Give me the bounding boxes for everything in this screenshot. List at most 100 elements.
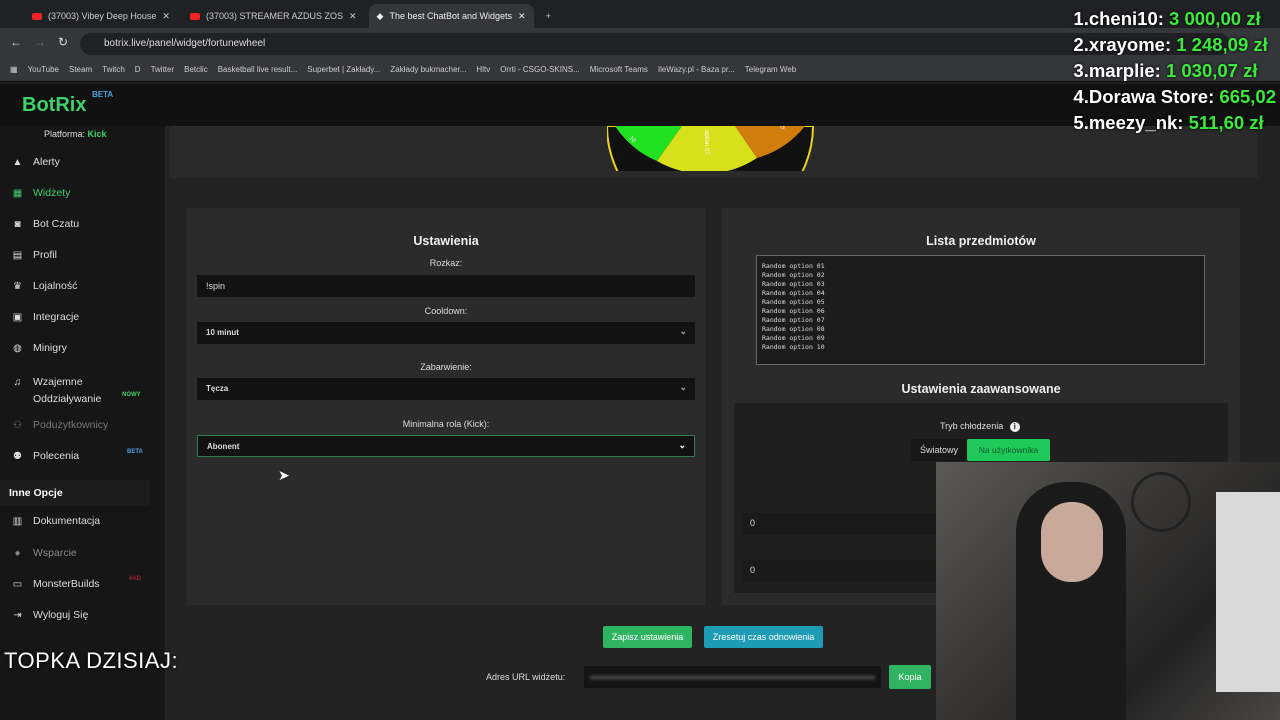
tab-label: The best ChatBot and Widgets [389, 11, 513, 21]
save-button[interactable]: Zapisz ustawienia [603, 626, 692, 648]
items-title: Lista przedmiotów [926, 234, 1036, 248]
wheel-segment [735, 126, 805, 158]
bookmark[interactable]: IleWazy.pl - Baza pr... [657, 65, 735, 74]
sidebar-item-label: Alerty [33, 156, 60, 168]
sidebar-item-wzajemne[interactable]: ♫ Wzajemne Oddziaływanie [12, 374, 113, 408]
command-input[interactable]: !spin [197, 275, 695, 297]
bookmark[interactable]: Twitter [150, 65, 175, 74]
wheel-label: 04 [780, 126, 789, 131]
new-tab-button[interactable]: + [545, 11, 551, 21]
youtube-icon [189, 12, 200, 20]
widget-url-field[interactable] [584, 666, 881, 688]
role-value: Abonent [207, 442, 240, 451]
back-icon[interactable]: ← [10, 35, 22, 49]
bookmark[interactable]: Microsoft Teams [589, 65, 648, 74]
cooldown-select[interactable]: 10 minut ⌄ [197, 322, 695, 344]
color-select[interactable]: Tęcza ⌄ [197, 378, 695, 400]
close-icon[interactable]: ✕ [349, 10, 357, 21]
copy-button[interactable]: Kopia [889, 665, 931, 689]
bookmark[interactable]: D [134, 65, 141, 74]
chevron-down-icon: ⌄ [679, 382, 687, 392]
close-icon[interactable]: ✕ [162, 10, 170, 21]
forward-icon[interactable]: → [34, 35, 46, 49]
leaderboard-row: 3.marplie: 1 030,07 zł [1073, 60, 1258, 81]
sidebar-item-polecenia[interactable]: ⚉ Polecenia [12, 450, 79, 462]
widget-url-label: Adres URL widżetu: [486, 672, 566, 682]
cooldown-value-input-1[interactable]: 0 [742, 513, 992, 535]
music-icon: ♫ [13, 377, 22, 388]
sidebar-item-lojalnosc[interactable]: ♛ Lojalność [12, 280, 77, 292]
book-icon: ▥ [12, 515, 23, 527]
sidebar-item-integracje[interactable]: ▣ Integracje [12, 311, 79, 323]
close-icon[interactable]: ✕ [518, 10, 526, 21]
leaderboard-row: 4.Dorawa Store: 665,02 [1073, 86, 1276, 107]
fortune-wheel: 10 option 07 04 [607, 126, 815, 171]
logout-icon: ⇥ [13, 609, 22, 621]
sidebar-item-label: Integracje [33, 311, 80, 323]
reset-cooldown-button[interactable]: Zresetuj czas odnowienia [704, 626, 823, 648]
advanced-title: Ustawienia zaawansowane [901, 382, 1061, 396]
bookmark[interactable]: Steam [69, 65, 93, 74]
items-textarea[interactable]: Random option 01 Random option 02 Random… [756, 255, 1205, 365]
chevron-down-icon: ⌄ [678, 440, 686, 450]
role-label: Minimalna rola (Kick): [402, 419, 490, 429]
bookmark[interactable]: Superbet | Zakłady... [307, 65, 381, 74]
sidebar-item-monsterbuilds[interactable]: ▭ MonsterBuilds [12, 578, 100, 590]
sidebar-item-wsparcie[interactable]: ● Wsparcie [12, 547, 76, 559]
stream-overlay-title: TOPKA DZISIAJ: [4, 648, 179, 673]
tab-botrix[interactable]: ◆ The best ChatBot and Widgets ✕ [368, 4, 534, 28]
youtube-icon [32, 12, 42, 20]
bookmark[interactable]: Zakłady bukmacher... [390, 65, 467, 74]
tab-youtube-1[interactable]: (37003) Vibey Deep House ✕ [24, 4, 178, 28]
sidebar-item-alerty[interactable]: ▲ Alerty [12, 156, 60, 168]
sidebar-item-dokumentacja[interactable]: ▥ Dokumentacja [12, 515, 100, 527]
sidebar-item-label: Polecenia [33, 450, 80, 462]
leaderboard-row: 5.meezy_nk: 511,60 zł [1073, 112, 1264, 133]
blurred-url [590, 676, 875, 679]
sidebar-item-wyloguj[interactable]: ⇥ Wyloguj Się [12, 609, 88, 621]
platform-value: Kick [87, 129, 107, 139]
bookmark[interactable]: Betclic [184, 65, 208, 74]
sidebar-item-bot-czatu[interactable]: ◙ Bot Czatu [12, 218, 79, 230]
ad-badge: #AD [129, 576, 142, 582]
mouse-cursor-icon: ➤ [278, 467, 290, 483]
role-select[interactable]: Abonent ⌄ [197, 435, 695, 457]
apps-icon[interactable]: ▦ [10, 65, 18, 74]
users-icon: ⚇ [13, 419, 22, 431]
settings-card: Ustawienia Rozkaz: !spin Cooldown: 10 mi… [187, 208, 705, 605]
new-badge: NOWY [122, 392, 141, 398]
bookmark[interactable]: Orrti - CSGO-SKINS... [500, 65, 580, 74]
wheel-label: option 07 [703, 130, 709, 155]
wheel-label: 10 [627, 135, 636, 144]
section-heading: Inne Opcje [0, 480, 150, 506]
tab-youtube-2[interactable]: (37003) STREAMER AZDUS ZOS ✕ [182, 4, 365, 28]
sidebar-item-poduzytkownicy: ⚇ Podużytkownicy [12, 419, 108, 431]
webcam-overlay [936, 462, 1280, 720]
reload-icon[interactable]: ↻ [58, 35, 69, 49]
color-label: Zabarwienie: [420, 362, 472, 372]
sidebar-item-minigry[interactable]: ◍ Minigry [12, 342, 67, 354]
cooldown-label: Cooldown: [424, 306, 468, 316]
address-bar[interactable]: botrix.live/panel/widget/fortunewheel [80, 33, 1230, 55]
bookmark[interactable]: YouTube [27, 65, 59, 74]
info-icon[interactable]: i [1009, 422, 1020, 432]
users-icon: ⚉ [13, 450, 22, 462]
cooldown-value-input-2[interactable]: 0 [742, 560, 992, 582]
sidebar-item-label: Bot Czatu [33, 218, 80, 230]
bookmark[interactable]: Basketball live result... [217, 65, 298, 74]
sidebar-item-profil[interactable]: ▤ Profil [12, 249, 57, 261]
sidebar-item-widzety[interactable]: ▦ Widżety [12, 187, 71, 199]
id-card-icon: ▤ [12, 249, 23, 261]
bookmark[interactable]: Telegram Web [744, 65, 797, 74]
mode-global-button[interactable]: Światowy [911, 439, 967, 461]
tab-label: (37003) STREAMER AZDUS ZOS [205, 11, 343, 21]
mode-user-button[interactable]: Na użytkownika [967, 439, 1050, 461]
bookmark[interactable]: Hltv [476, 65, 491, 74]
bookmark[interactable]: Twitch [102, 65, 125, 74]
logo[interactable]: BotRix [22, 94, 87, 116]
botrix-icon: ◆ [376, 10, 384, 21]
wheel-preview: 10 option 07 04 [170, 126, 1258, 178]
platform-indicator: Platforma: Kick [44, 129, 107, 139]
cabinet [1216, 492, 1280, 692]
command-label: Rozkaz: [429, 258, 463, 268]
